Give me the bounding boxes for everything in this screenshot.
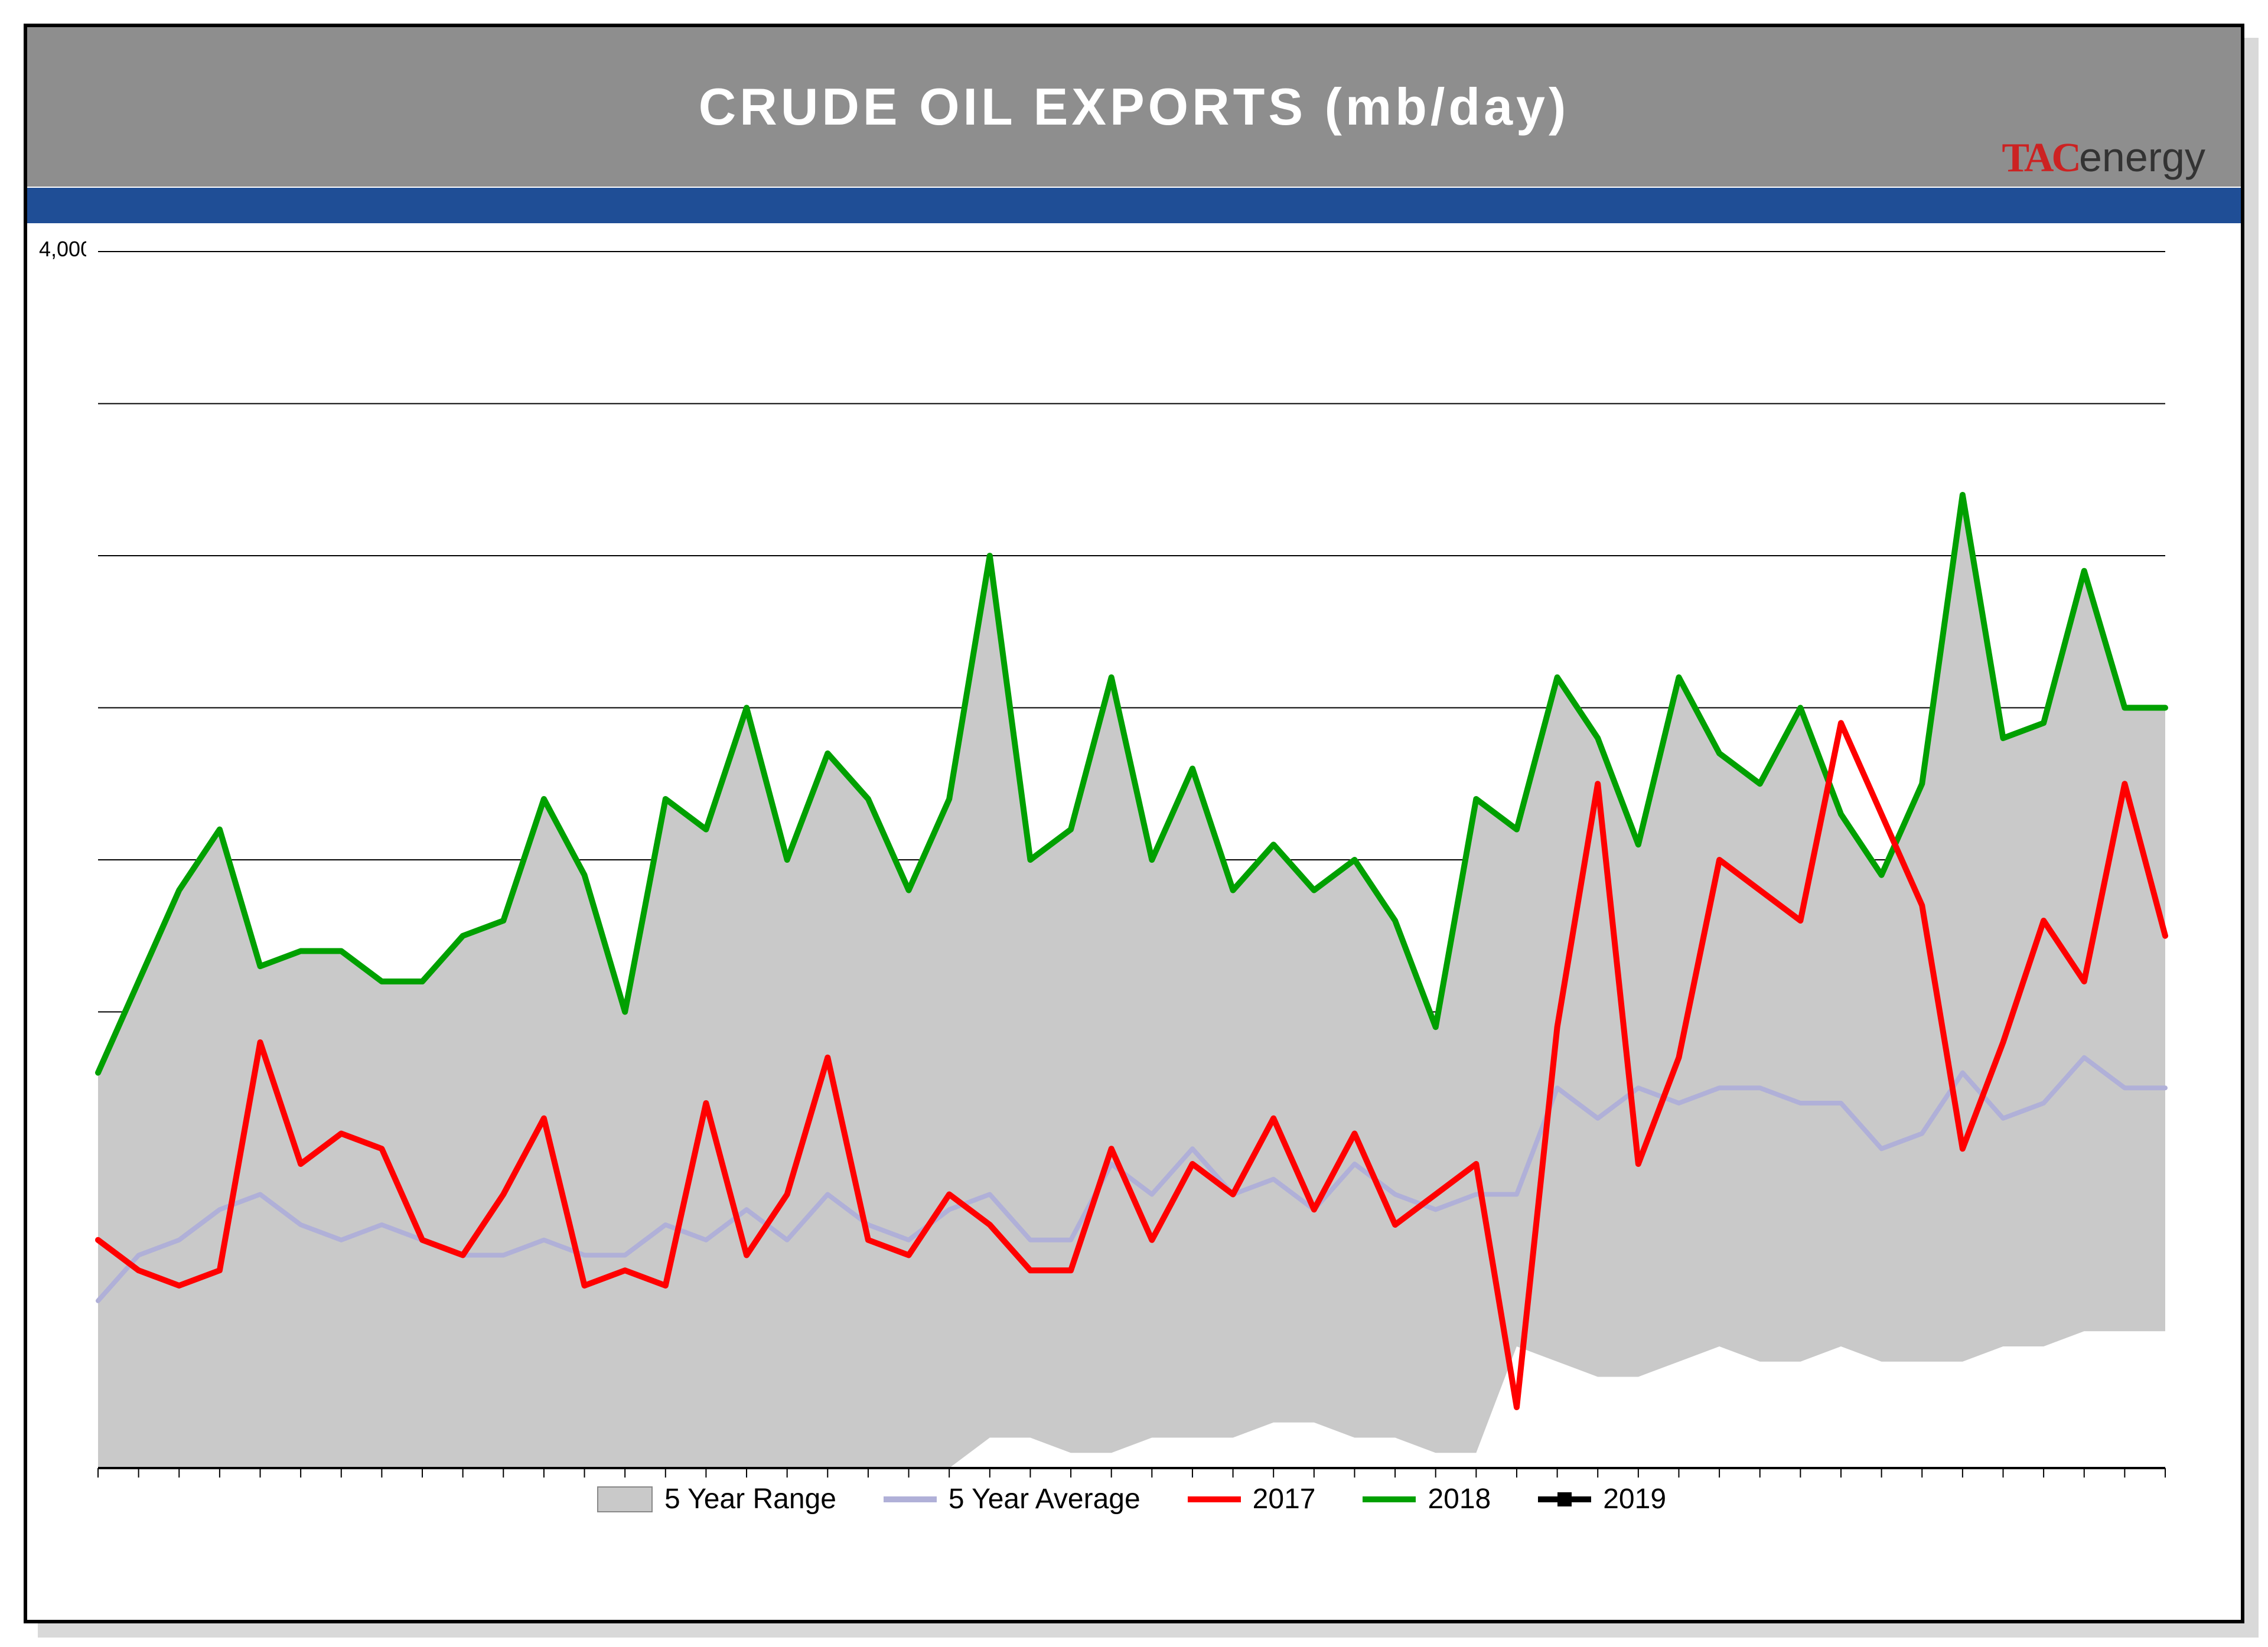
- legend-item-2019: 2019: [1538, 1483, 1666, 1515]
- legend-item-2017: 2017: [1188, 1483, 1316, 1515]
- range-swatch: [597, 1486, 653, 1512]
- logo-prefix: TAC: [2002, 135, 2079, 181]
- swatch-2019: [1538, 1496, 1591, 1502]
- legend-label-range: 5 Year Range: [664, 1483, 836, 1515]
- legend-label-2017: 2017: [1253, 1483, 1316, 1515]
- legend-label-2019: 2019: [1603, 1483, 1666, 1515]
- logo-suffix: energy: [2079, 134, 2205, 180]
- y-max-label: 4,000: [39, 237, 92, 262]
- brand-logo: TACenergy: [2002, 133, 2205, 182]
- title-bar: CRUDE OIL EXPORTS (mb/day): [27, 27, 2241, 187]
- swatch-2018: [1363, 1496, 1416, 1502]
- legend-label-avg: 5 Year Average: [949, 1483, 1140, 1515]
- legend-item-2018: 2018: [1363, 1483, 1491, 1515]
- legend-label-2018: 2018: [1428, 1483, 1491, 1515]
- legend-item-range: 5 Year Range: [597, 1483, 836, 1515]
- chart-svg: [86, 240, 2177, 1539]
- legend-item-avg: 5 Year Average: [884, 1483, 1140, 1515]
- chart-title: CRUDE OIL EXPORTS (mb/day): [699, 77, 1570, 137]
- plot-area: 5 Year Range 5 Year Average 2017 2018 20…: [86, 240, 2177, 1539]
- header-stripe: [27, 187, 2241, 224]
- legend: 5 Year Range 5 Year Average 2017 2018 20…: [597, 1483, 1666, 1515]
- swatch-2017: [1188, 1496, 1241, 1502]
- chart-frame: CRUDE OIL EXPORTS (mb/day) TACenergy 4,0…: [24, 24, 2244, 1623]
- chart-container: CRUDE OIL EXPORTS (mb/day) TACenergy 4,0…: [0, 0, 2268, 1647]
- avg-swatch: [884, 1496, 937, 1502]
